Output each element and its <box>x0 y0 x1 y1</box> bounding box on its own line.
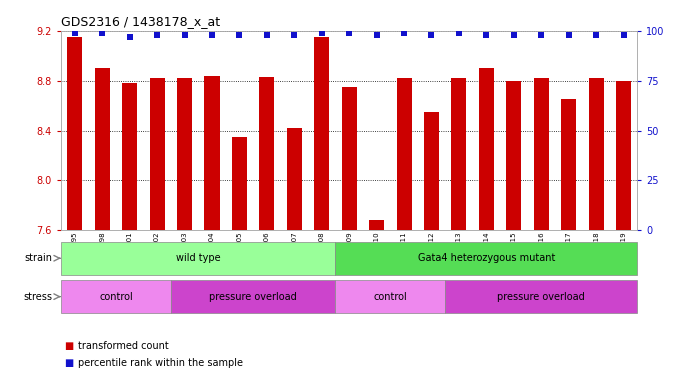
Bar <box>287 128 302 230</box>
Point <box>426 31 437 38</box>
Point <box>69 30 80 36</box>
Point <box>563 31 574 38</box>
Bar <box>616 81 631 230</box>
Point <box>317 30 327 36</box>
Text: strain: strain <box>25 253 53 263</box>
Text: ■: ■ <box>64 358 74 368</box>
Point <box>344 30 355 36</box>
Point <box>536 31 546 38</box>
Point <box>97 30 108 36</box>
Bar <box>314 37 330 230</box>
Text: pressure overload: pressure overload <box>498 291 585 302</box>
Bar <box>177 78 192 230</box>
Bar <box>150 78 165 230</box>
Point <box>371 31 382 38</box>
Text: transformed count: transformed count <box>78 341 169 351</box>
Bar <box>506 81 521 230</box>
Bar <box>534 78 549 230</box>
Point <box>399 30 410 36</box>
Bar <box>342 87 357 230</box>
Bar <box>424 112 439 230</box>
Bar <box>561 99 576 230</box>
Point <box>618 31 629 38</box>
Bar <box>397 78 412 230</box>
Point <box>124 34 135 40</box>
Bar <box>122 83 137 230</box>
Text: stress: stress <box>24 291 53 302</box>
Text: control: control <box>99 291 133 302</box>
Bar <box>589 78 603 230</box>
Text: percentile rank within the sample: percentile rank within the sample <box>78 358 243 368</box>
Point <box>207 31 218 38</box>
Bar <box>336 242 637 275</box>
Point <box>179 31 190 38</box>
Bar <box>61 280 171 313</box>
Point <box>289 31 300 38</box>
Bar <box>479 68 494 230</box>
Point <box>262 31 273 38</box>
Bar <box>95 68 110 230</box>
Point <box>454 30 464 36</box>
Bar <box>336 280 445 313</box>
Text: pressure overload: pressure overload <box>210 291 297 302</box>
Bar <box>232 137 247 230</box>
Text: wild type: wild type <box>176 253 220 263</box>
Bar <box>204 76 220 230</box>
Text: ■: ■ <box>64 341 74 351</box>
Text: control: control <box>374 291 407 302</box>
Point <box>591 31 601 38</box>
Bar <box>452 78 466 230</box>
Bar <box>369 220 384 230</box>
Point <box>152 31 163 38</box>
Bar <box>61 242 336 275</box>
Bar <box>67 37 82 230</box>
Point <box>481 31 492 38</box>
Bar <box>445 280 637 313</box>
Text: GDS2316 / 1438178_x_at: GDS2316 / 1438178_x_at <box>61 15 220 28</box>
Point <box>234 31 245 38</box>
Bar <box>259 77 275 230</box>
Point <box>508 31 519 38</box>
Text: Gata4 heterozygous mutant: Gata4 heterozygous mutant <box>418 253 555 263</box>
Bar <box>171 280 336 313</box>
